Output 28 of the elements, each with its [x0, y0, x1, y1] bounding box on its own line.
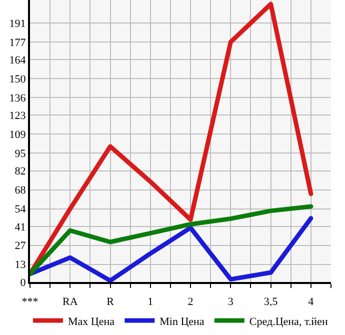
- x-tick-label: ***: [22, 296, 38, 308]
- y-tick-label: 68: [14, 184, 26, 197]
- line-series: [30, 216, 314, 282]
- legend-label: Min Цена: [160, 316, 204, 328]
- y-tick-label: 177: [9, 36, 26, 49]
- x-tick-label: R: [106, 296, 115, 308]
- y-tick-label: 13: [14, 259, 26, 272]
- y-tick-label: 123: [9, 110, 26, 122]
- y-tick-label: 41: [14, 221, 26, 234]
- x-tick-label: 3,5: [264, 296, 278, 308]
- y-tick-label: 136: [9, 92, 26, 104]
- x-tick-label: RA: [62, 296, 78, 308]
- y-tick-label: 109: [9, 129, 26, 142]
- x-tick-label: 3: [228, 296, 234, 308]
- y-tick-label: 164: [9, 54, 26, 66]
- y-tick-label: 0: [20, 276, 26, 289]
- x-tick-label: 1: [148, 296, 154, 308]
- x-tick-label: 4: [308, 296, 314, 308]
- legend-label: Сред.Цена, т.йен: [249, 316, 328, 328]
- y-tick-label: 82: [14, 166, 26, 178]
- legend-label: Max Цена: [68, 316, 115, 328]
- x-tick-label: 2: [188, 296, 194, 308]
- y-tick-label: 95: [14, 148, 26, 160]
- y-tick-label: 150: [9, 73, 26, 86]
- y-tick-label: 54: [14, 204, 26, 216]
- y-tick-label: 27: [14, 240, 26, 252]
- line-series: [30, 204, 314, 276]
- y-tick-label: 191: [9, 18, 26, 30]
